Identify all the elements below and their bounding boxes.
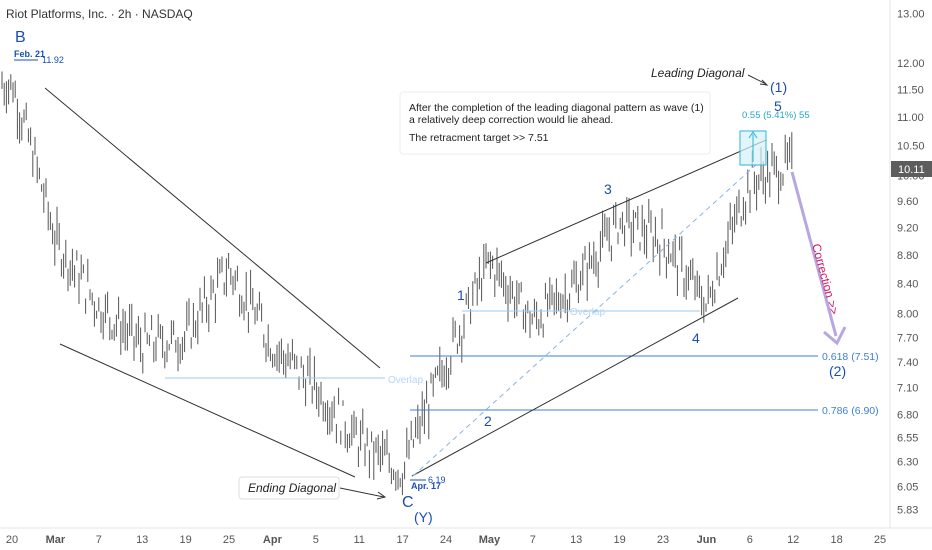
x-tick-label: Jun — [697, 534, 717, 546]
y-tick-label: 12.00 — [897, 58, 925, 70]
x-tick-label: 20 — [6, 534, 18, 546]
y-tick-label: 10.50 — [897, 141, 925, 153]
ending-diagonal-lower-line — [59, 343, 356, 478]
correction-arrow-line — [790, 171, 838, 337]
x-tick-label: 12 — [787, 534, 799, 546]
x-tick-label: 6 — [747, 534, 753, 546]
target-range-label: 0.55 (5.41%) 55 — [742, 110, 810, 121]
y-tick-label: 6.05 — [897, 482, 918, 494]
wave-label-2-paren: (2) — [829, 363, 846, 379]
x-tick-label: 17 — [396, 534, 408, 546]
y-tick-label: 8.00 — [897, 309, 918, 321]
ending-diagonal-pointer — [339, 487, 385, 498]
y-tick-label: 8.40 — [897, 279, 918, 291]
last-price-value: 10.11 — [898, 164, 925, 176]
leading-diagonal-pointer — [747, 74, 767, 85]
ending-diagonal-arrowhead — [376, 491, 387, 500]
feb21-date-label: Feb. 21 — [14, 49, 45, 59]
overlap-label-left: Overlap — [388, 375, 423, 386]
y-tick-label: 13.00 — [897, 8, 925, 20]
ending-diagonal-label-box — [238, 476, 340, 500]
x-tick-label: 18 — [830, 534, 842, 546]
target-range-arrowhead — [748, 131, 758, 139]
apr17-date-label: Apr. 17 — [411, 481, 441, 491]
x-tick-label: 13 — [570, 534, 582, 546]
leading-diagonal-upper-line — [485, 139, 767, 264]
x-tick-label: 25 — [223, 534, 235, 546]
x-tick-label: 11 — [353, 534, 364, 546]
x-tick-label: 24 — [440, 534, 452, 546]
note-line-1: After the completion of the leading diag… — [409, 102, 704, 114]
wave-projection-dashed-line — [412, 162, 759, 477]
y-tick-label: 7.70 — [897, 332, 918, 344]
correction-arrowhead — [823, 326, 847, 346]
wave-label-Y: (Y) — [414, 509, 433, 525]
wave-label-2: 2 — [484, 413, 492, 429]
note-box — [399, 91, 711, 155]
note-line-2: a relatively deep correction would lie a… — [409, 114, 613, 126]
time-axis: 20 Mar 7 13 19 25 Apr 5 11 17 24 May 7 13 19 23 Jun 6 12 18… — [6, 534, 886, 546]
last-price-badge — [891, 161, 932, 177]
x-tick-label: Apr — [263, 534, 283, 546]
y-tick-label: 9.20 — [897, 222, 918, 234]
fib-618-label: 0.618 (7.51) — [822, 351, 879, 363]
y-tick-label: 11.00 — [897, 112, 924, 124]
x-tick-label: 19 — [613, 534, 625, 546]
note-line-3: The retracment target >> 7.51 — [409, 132, 549, 144]
x-tick-label: 25 — [874, 534, 886, 546]
wave-label-C: C — [402, 494, 414, 511]
y-tick-label: 11.50 — [897, 84, 924, 96]
y-tick-label: 8.80 — [897, 250, 918, 262]
wave-label-1: 1 — [457, 287, 465, 303]
ending-diagonal-upper-line — [44, 87, 381, 369]
x-tick-label: 5 — [313, 534, 319, 546]
x-tick-label: 19 — [179, 534, 191, 546]
wave-label-5: 5 — [774, 98, 782, 114]
x-tick-label: 7 — [96, 534, 102, 546]
wave-label-1-paren: (1) — [770, 79, 787, 95]
leading-diagonal-arrowhead — [759, 79, 769, 86]
y-tick-label: 9.60 — [897, 196, 918, 208]
y-tick-label: 6.30 — [897, 456, 918, 468]
price-bars — [1, 71, 793, 496]
overlap-label-right: Overlap — [570, 307, 605, 318]
x-tick-label: 7 — [530, 534, 536, 546]
feb21-price-label: 11.92 — [42, 55, 64, 65]
fib-786-label: 0.786 (6.90) — [822, 405, 879, 417]
x-tick-label: Mar — [46, 534, 66, 546]
wave-label-4: 4 — [692, 330, 700, 346]
wave-label-B: B — [15, 29, 26, 46]
x-tick-label: 13 — [136, 534, 148, 546]
leading-diagonal-lower-line — [411, 297, 739, 477]
y-tick-label: 7.10 — [897, 383, 918, 395]
x-tick-label: 23 — [657, 534, 669, 546]
apr17-price-label: 6.19 — [428, 475, 446, 485]
wave-label-3: 3 — [604, 181, 612, 197]
y-tick-label: 6.55 — [897, 432, 918, 444]
x-tick-label: May — [479, 534, 501, 546]
y-tick-label: 7.40 — [897, 357, 918, 369]
y-tick-label: 5.83 — [897, 504, 918, 516]
leading-diagonal-label: Leading Diagonal — [651, 66, 745, 80]
ending-diagonal-label: Ending Diagonal — [248, 481, 336, 495]
chart-title: Riot Platforms, Inc. · 2h · NASDAQ — [6, 7, 193, 21]
y-tick-label: 6.80 — [897, 409, 918, 421]
